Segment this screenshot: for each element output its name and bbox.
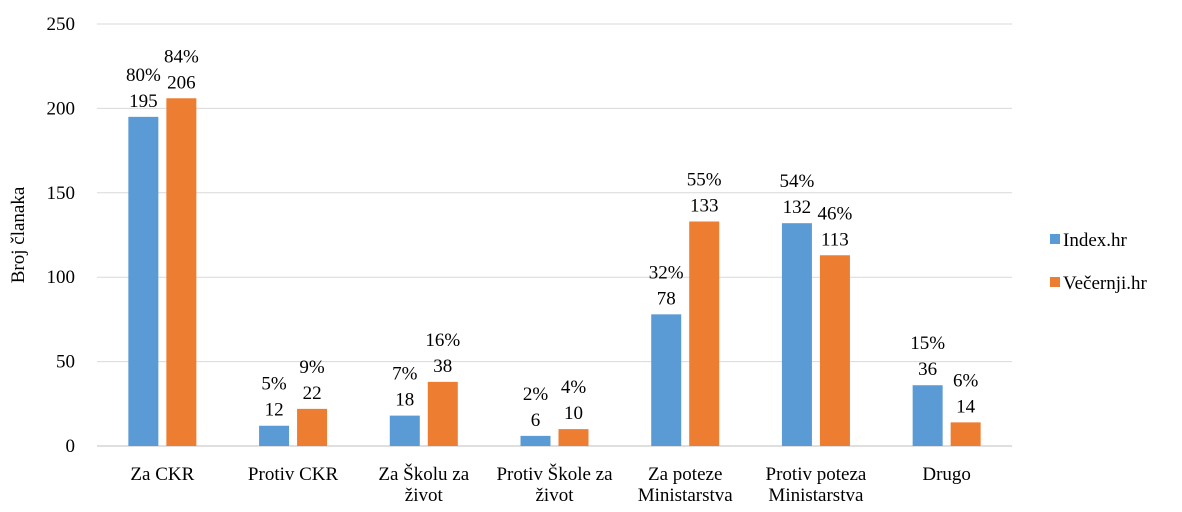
x-tick-label: Protiv poteza Ministarstva [765,464,867,506]
x-tick-label: Za Školu za život [378,464,470,506]
x-tick-label: Protiv CKR [247,464,339,485]
percent-label: 4% [561,377,587,398]
legend-swatch [1050,277,1060,287]
percent-label: 32% [649,262,684,283]
bar [689,221,720,446]
data-label: 22 [303,383,322,404]
bar [389,415,420,446]
data-label: 18 [395,390,414,411]
legend-label: Večernji.hr [1063,273,1148,294]
percent-label: 54% [780,171,815,192]
bar [297,408,328,446]
bar [128,116,159,446]
bar [651,314,682,446]
data-label: 38 [433,356,452,377]
bar [520,435,551,446]
percent-label: 46% [818,203,853,224]
x-tick-label: Za poteze Ministarstva [637,464,733,506]
legend-swatch [1050,234,1060,244]
y-tick-label: 250 [47,14,76,35]
percent-label: 5% [261,374,287,395]
bar [912,385,943,446]
y-tick-label: 150 [47,183,76,204]
percent-label: 16% [425,330,460,351]
data-label: 133 [690,195,719,216]
x-tick-label: Drugo [922,464,971,485]
y-tick-label: 50 [56,352,75,373]
y-tick-label: 0 [66,436,76,457]
legend-label: Index.hr [1063,230,1128,251]
y-axis-title: Broj članaka [8,186,29,283]
data-label: 78 [657,288,676,309]
percent-label: 9% [299,357,325,378]
percent-label: 7% [392,364,418,385]
data-label: 14 [956,396,976,417]
bar [558,429,589,446]
bar [427,381,458,446]
data-label: 132 [783,197,812,218]
bar [166,98,197,446]
data-label: 12 [265,400,284,421]
bar [259,425,290,446]
y-tick-label: 100 [47,267,76,288]
data-label: 206 [167,72,196,93]
data-label: 113 [821,229,849,250]
x-tick-label: Za CKR [130,464,195,485]
percent-label: 2% [523,384,549,405]
percent-label: 84% [164,46,199,67]
y-tick-label: 200 [47,98,76,119]
data-label: 36 [918,359,937,380]
data-label: 195 [129,91,158,112]
data-label: 10 [564,403,583,424]
data-label: 6 [531,410,541,431]
bar [950,422,981,446]
percent-label: 6% [953,370,979,391]
bar [781,223,812,446]
x-tick-label: Protiv Škole za život [496,464,613,506]
percent-label: 80% [126,65,161,86]
bar [819,255,850,446]
percent-label: 55% [687,169,722,190]
percent-label: 15% [910,333,945,354]
